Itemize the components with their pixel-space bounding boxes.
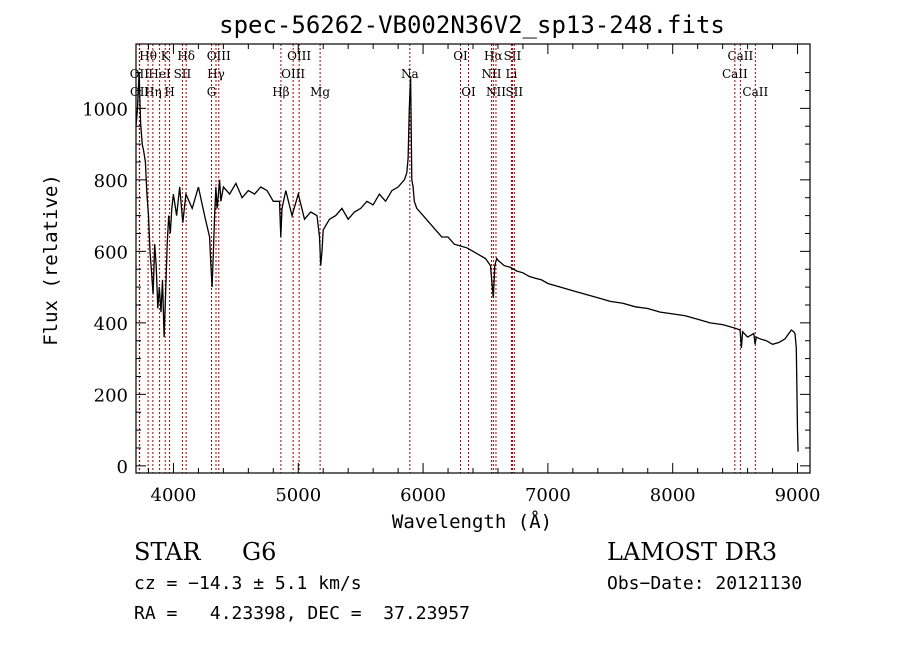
line-label-25: CaII — [727, 49, 753, 63]
x-tick-label-4: 8000 — [650, 485, 696, 506]
observation-date: Obs−Date: 20121130 — [607, 573, 803, 594]
line-label-17: OI — [453, 49, 468, 63]
line-label-16: Na — [401, 67, 419, 81]
line-label-3: K — [161, 49, 171, 63]
line-label-24: SII — [505, 85, 523, 99]
y-axis: 0 200 400 600 800 1000 — [82, 72, 810, 478]
x-axis-label: Wavelength (Å) — [392, 510, 552, 533]
line-label-18: OI — [461, 85, 476, 99]
line-label-4: HeI — [148, 67, 171, 81]
chart-title: spec-56262-VB002N36V2_sp13-248.fits — [219, 11, 725, 39]
coordinates: RA = 4.23398, DEC = 37.23957 — [134, 603, 470, 624]
line-label-13: OIII — [287, 49, 311, 63]
line-label-9: OIII — [207, 49, 231, 63]
y-tick-label-0: 0 — [117, 457, 128, 478]
x-tick-label-0: 4000 — [151, 485, 197, 506]
line-label-5: Hη — [144, 85, 162, 99]
plot-frame — [135, 43, 811, 474]
line-label-26: CaII — [722, 67, 748, 81]
line-label-6: H — [164, 85, 174, 99]
y-tick-label-1: 200 — [94, 385, 128, 406]
line-label-8: Hδ — [177, 49, 195, 63]
line-label-14: OIII — [281, 67, 305, 81]
y-tick-label-3: 600 — [94, 242, 128, 263]
line-label-23: Li — [506, 67, 518, 81]
line-label-21: NII — [486, 85, 506, 99]
y-tick-label-5: 1000 — [82, 99, 128, 120]
y-tick-label-4: 800 — [94, 171, 128, 192]
line-label-27: CaII — [742, 85, 768, 99]
x-axis: 4000 5000 6000 7000 8000 9000 — [147, 44, 821, 506]
line-label-10: Hγ — [207, 67, 225, 81]
redshift-info: cz = −14.3 ± 5.1 km/s — [134, 573, 362, 594]
line-label-22: SII — [504, 49, 522, 63]
line-label-15: Mg — [310, 85, 330, 99]
line-label-19: Hα — [484, 49, 503, 63]
x-tick-label-2: 6000 — [400, 485, 446, 506]
line-label-20: NII — [481, 67, 501, 81]
survey-name: LAMOST DR3 — [607, 538, 778, 566]
x-tick-label-5: 9000 — [775, 485, 821, 506]
spectrum-line — [135, 72, 799, 452]
line-label-7: SII — [174, 67, 192, 81]
y-tick-label-2: 400 — [94, 314, 128, 335]
y-axis-label: Flux (relative) — [40, 174, 62, 346]
object-subclass: G6 — [242, 538, 277, 566]
object-class: STAR — [134, 538, 201, 566]
line-label-0: Hθ — [139, 49, 157, 63]
x-tick-label-3: 7000 — [525, 485, 571, 506]
line-label-12: Hβ — [272, 85, 289, 99]
x-tick-label-1: 5000 — [275, 485, 321, 506]
line-label-11: G — [207, 85, 217, 99]
